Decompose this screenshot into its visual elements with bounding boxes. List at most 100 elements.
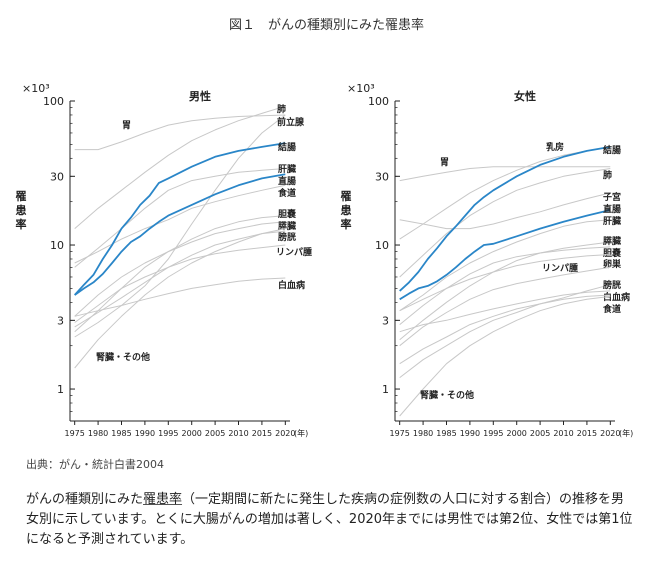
x-tick-label: 2020 — [600, 429, 620, 438]
y-tick-label: 10 — [375, 239, 389, 252]
y-tick-label: 100 — [43, 95, 64, 108]
series-label: 肺 — [277, 103, 286, 115]
series-label: 肝臓 — [278, 163, 296, 175]
series-label: 直腸 — [603, 203, 621, 215]
series-label: 結腸 — [278, 141, 296, 153]
y-axis-title-char: 率 — [341, 217, 352, 231]
series-label: 前立腺 — [277, 116, 305, 128]
x-tick-label: 1990 — [460, 429, 480, 438]
series-line-白血病 — [74, 277, 286, 317]
y-unit-label: ×10³ — [22, 82, 50, 95]
y-tick-label: 10 — [50, 239, 64, 252]
series-label: 腎臓・その他 — [420, 389, 474, 401]
y-axis-title-char: 罹 — [341, 190, 352, 203]
series-label: 胃 — [122, 120, 131, 131]
x-tick-label: 2005 — [205, 429, 225, 438]
series-line-肺 — [74, 105, 286, 229]
x-tick-label: 2015 — [577, 429, 597, 438]
series-line-結腸 — [399, 146, 611, 292]
series-label: 肝臓 — [603, 215, 621, 227]
y-tick-label: 30 — [375, 170, 389, 183]
x-tick-label: 1975 — [65, 429, 85, 438]
series-label: 結腸 — [603, 144, 621, 156]
series-label: 膀胱 — [602, 279, 621, 291]
x-tick-label: 1995 — [483, 429, 503, 438]
series-line-肺 — [399, 168, 611, 278]
series-line-リンパ腫 — [399, 266, 611, 347]
y-axis-title-char: 患 — [341, 203, 352, 217]
series-label: 膵臓 — [603, 235, 621, 247]
x-tick-label: 2000 — [182, 429, 202, 438]
y-axis-title-char: 患 — [16, 203, 27, 217]
x-tick-label: 2010 — [228, 429, 248, 438]
series-label: 食道 — [277, 187, 296, 199]
y-tick-label: 30 — [50, 170, 64, 183]
series-line-子宮 — [399, 192, 611, 230]
series-label: 肺 — [603, 169, 612, 181]
series-label: 卵巣 — [603, 258, 622, 270]
y-tick-label: 3 — [57, 314, 64, 327]
series-label: 直腸 — [278, 175, 296, 187]
series-line-直腸 — [74, 173, 286, 296]
x-tick-label: 1980 — [413, 429, 433, 438]
chart-title: 男性 — [189, 89, 211, 103]
x-tick-label: 1990 — [135, 429, 155, 438]
series-label: 胆嚢 — [603, 247, 622, 259]
y-axis-title-char: 罹 — [16, 190, 27, 203]
x-tick-label: 1975 — [390, 429, 410, 438]
series-label: 胆嚢 — [278, 208, 297, 220]
series-line-胃 — [74, 114, 286, 151]
y-tick-label: 3 — [382, 314, 389, 327]
x-tick-label: 2010 — [553, 429, 573, 438]
series-label: 乳房 — [546, 141, 564, 153]
series-label: リンパ腫 — [542, 262, 578, 274]
series-line-膵臓 — [399, 241, 611, 341]
caption-paragraph: がんの種類別にみた罹患率（一定期間に新たに発生した疾病の症例数の人口に対する割合… — [26, 490, 636, 550]
x-unit-label: (年) — [619, 428, 633, 438]
x-unit-label: (年) — [294, 428, 308, 438]
series-line-膵臓 — [74, 221, 286, 317]
series-line-肝臓 — [399, 219, 611, 312]
y-tick-label: 1 — [57, 383, 64, 396]
series-label: 食道 — [602, 303, 621, 315]
series-line-卵巣 — [399, 254, 611, 312]
caption-text-after: （一定期間に新たに発生した疾病の症例数の人口に対する割合）の推移を男女別に示して… — [26, 492, 633, 547]
series-label: 白血病 — [603, 291, 630, 303]
y-tick-label: 1 — [382, 383, 389, 396]
series-line-リンパ腫 — [74, 244, 286, 323]
series-label: 白血病 — [278, 279, 305, 291]
series-line-前立腺 — [74, 114, 286, 338]
x-tick-label: 2015 — [252, 429, 272, 438]
series-line-腎臓・その他 — [74, 228, 286, 369]
series-line-膀胱 — [74, 230, 286, 328]
series-label: 膀胱 — [277, 231, 296, 243]
series-line-直腸 — [399, 209, 611, 301]
y-unit-label: ×10³ — [347, 82, 375, 95]
caption-term: 罹患率 — [143, 492, 183, 507]
x-tick-label: 1985 — [111, 429, 131, 438]
chart-title: 女性 — [514, 89, 536, 103]
series-label: 子宮 — [603, 191, 621, 203]
x-tick-label: 1985 — [436, 429, 456, 438]
series-line-食道 — [399, 294, 611, 365]
series-line-胆嚢 — [399, 246, 611, 325]
series-line-胃 — [399, 166, 611, 182]
series-line-白血病 — [399, 290, 611, 333]
x-tick-label: 1995 — [158, 429, 178, 438]
series-label: 胃 — [440, 157, 449, 168]
series-label: 腎臓・その他 — [96, 351, 150, 363]
source-note: 出典：がん・統計白書2004 — [26, 458, 164, 471]
y-axis-title-char: 率 — [16, 217, 27, 231]
y-tick-label: 100 — [368, 95, 389, 108]
series-line-胆嚢 — [74, 215, 286, 333]
figure-title: 図１ がんの種類別にみた罹患率 — [228, 18, 424, 33]
x-tick-label: 2005 — [530, 429, 550, 438]
caption-text-before: がんの種類別にみた — [26, 492, 144, 507]
series-label: 膵臓 — [278, 220, 296, 232]
x-tick-label: 1980 — [88, 429, 108, 438]
series-line-結腸 — [74, 142, 286, 296]
series-line-食道 — [74, 184, 286, 264]
